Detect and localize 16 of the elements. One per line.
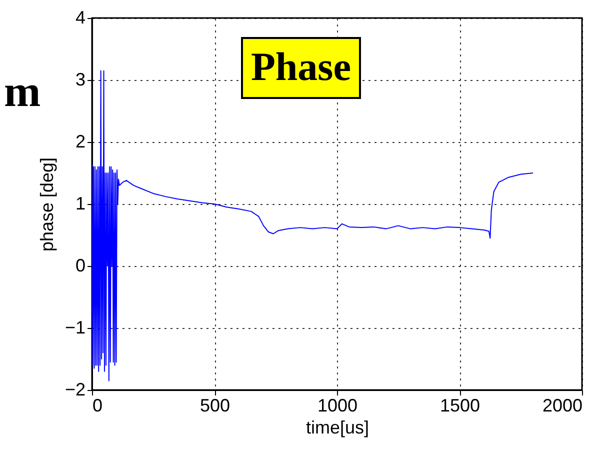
y-tick-label: 4 — [75, 8, 86, 28]
x-tick-label: 1500 — [440, 396, 480, 416]
x-tick-label: 2000 — [542, 396, 582, 416]
x-axis-title: time[us] — [306, 418, 370, 438]
y-tick-label: 3 — [75, 70, 86, 90]
x-tick-label: 1000 — [317, 396, 358, 416]
y-tick-label: −1 — [64, 318, 86, 338]
x-tick-label: 500 — [200, 396, 230, 416]
annotation: Phase — [251, 44, 351, 89]
y-axis-title: phase [deg] — [36, 157, 57, 252]
y-tick-label: −2 — [64, 380, 86, 400]
y-tick-label: 2 — [75, 132, 86, 152]
x-tick-label: 0 — [92, 396, 103, 416]
y-tick-label: 1 — [75, 194, 86, 214]
y-tick-label: 0 — [75, 256, 86, 276]
text: m — [4, 67, 41, 116]
